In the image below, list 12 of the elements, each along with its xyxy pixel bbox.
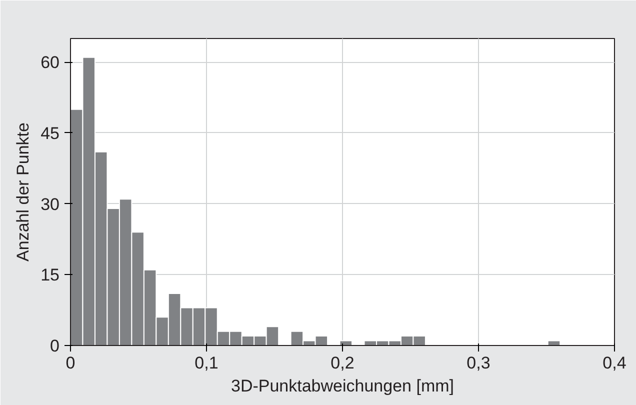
y-tick-label: 30 xyxy=(40,194,60,214)
x-tick-label: 0 xyxy=(66,354,76,372)
y-tick-label: 60 xyxy=(40,53,60,72)
y-tick-label: 45 xyxy=(40,124,60,143)
x-tick-label: 0,1 xyxy=(194,354,218,372)
y-tick-label: 0 xyxy=(50,336,60,356)
y-tick-label: 15 xyxy=(40,266,60,285)
x-axis-title: 3D-Punktabweichungen [mm] xyxy=(231,376,454,396)
y-axis-title: Anzahl der Punkte xyxy=(14,122,33,262)
x-tick-label: 0,2 xyxy=(330,354,354,372)
x-tick-label: 0,4 xyxy=(602,354,626,372)
x-tick-label: 0,3 xyxy=(466,354,490,372)
